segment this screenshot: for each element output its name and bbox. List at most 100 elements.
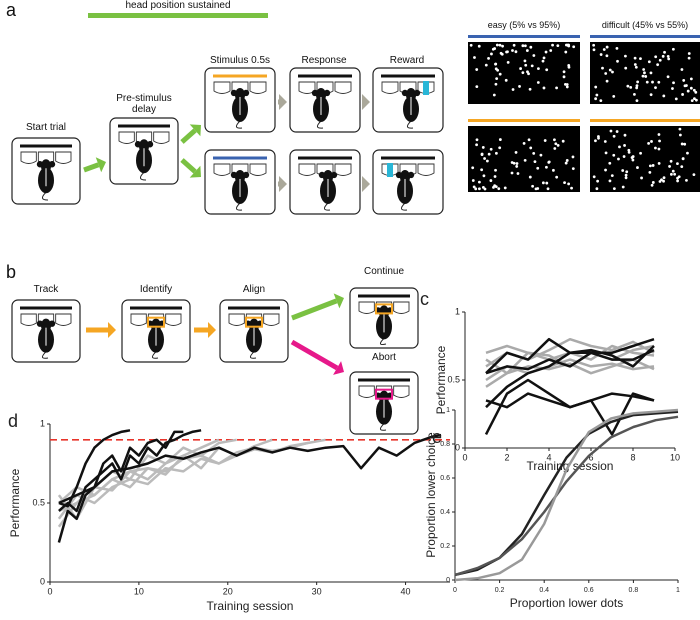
stimulus-dot <box>527 72 530 76</box>
stimulus-dot <box>471 179 475 182</box>
stimulus-dot <box>494 67 498 71</box>
flow-arrowhead <box>333 361 344 375</box>
series-line <box>58 429 131 508</box>
stimulus-dot <box>647 141 650 145</box>
stimulus-dot <box>481 185 485 189</box>
port <box>381 81 399 94</box>
mouse-ear <box>413 89 421 97</box>
stimulus-dot <box>612 153 616 157</box>
flow-arrow <box>180 128 197 144</box>
stimulus-dot <box>542 86 546 90</box>
stimulus-dot <box>657 162 661 165</box>
mouse-tail <box>152 351 159 359</box>
stimulus-dot <box>654 55 658 59</box>
stimulus-dot <box>635 86 639 90</box>
mouse-ear <box>48 161 56 168</box>
stimulus-dot <box>498 146 502 150</box>
stimulus-dot <box>510 161 514 164</box>
stimulus-dot <box>683 84 687 88</box>
stimulus-dot <box>622 155 626 158</box>
stimulus-dot <box>567 182 571 186</box>
stimulus-dot <box>480 152 484 156</box>
stimulus-dot <box>514 50 518 54</box>
port <box>249 163 267 176</box>
stimulus-dot <box>657 80 661 84</box>
mouse-head <box>139 139 149 154</box>
stimulus-dot <box>644 75 648 78</box>
stimulus-dot <box>528 87 532 91</box>
stimulus-dot <box>489 147 493 151</box>
series-line <box>485 338 655 375</box>
stimulus-dot <box>546 187 550 191</box>
stimulus-dot <box>651 164 655 167</box>
stimulus-dot <box>533 160 537 164</box>
stimulus-dot <box>686 151 689 155</box>
panel-label: a <box>6 0 17 20</box>
stimulus-dot <box>682 79 686 82</box>
mouse-tail <box>250 351 257 359</box>
stimulus-dot <box>636 166 639 169</box>
stimulus-dot <box>651 80 654 84</box>
stimulus-dot <box>671 87 674 90</box>
stimulus-bar <box>468 119 580 122</box>
stimulus-dot <box>553 138 556 142</box>
stimulus-dot <box>611 70 614 74</box>
stimulus-dot <box>596 179 600 183</box>
port <box>165 313 182 326</box>
stimulus-dot <box>521 44 525 48</box>
stimulus-dot <box>492 93 496 97</box>
stimulus-dot <box>524 63 528 67</box>
stimulus-dot <box>602 48 606 51</box>
stimulus-dot <box>497 187 501 191</box>
step-label: Abort <box>372 352 396 363</box>
mouse-ear <box>36 161 44 168</box>
stimulus-dot <box>680 165 684 169</box>
y-axis-label: Proportion lower choice <box>424 432 438 558</box>
series-line <box>454 408 679 582</box>
mouse-head <box>235 169 245 184</box>
y-tick-label: 0.8 <box>440 441 450 448</box>
stimulus-dot <box>624 173 628 177</box>
port <box>393 301 410 314</box>
mouse-tail <box>407 120 414 129</box>
stimulus-dot <box>562 70 566 74</box>
stimulus-dot <box>686 89 690 93</box>
port <box>228 313 245 326</box>
stimulus-dot <box>551 43 554 47</box>
mouse-ear <box>230 89 238 97</box>
stimulus-dot <box>562 75 566 79</box>
stimulus-dot <box>564 161 568 165</box>
stimulus-dot <box>592 175 596 179</box>
flow-arrowhead <box>333 293 344 309</box>
mouse-ear <box>36 320 44 327</box>
mouse-head <box>235 87 245 102</box>
port <box>213 163 231 176</box>
mouse-ear <box>330 171 338 179</box>
mouse-tail <box>42 191 49 201</box>
stimulus-dot <box>493 47 497 50</box>
stimulus-dot <box>528 175 532 179</box>
banner-bar <box>88 13 268 18</box>
stimulus-label: difficult (45% vs 55%) <box>601 20 689 30</box>
y-tick-label: 0 <box>40 576 45 586</box>
port <box>393 385 410 398</box>
stimulus-dot <box>597 136 600 140</box>
stimulus-dot <box>541 59 545 63</box>
stimulus-dot <box>530 64 534 68</box>
mouse-tail <box>236 120 243 129</box>
stimulus-dot <box>547 160 551 164</box>
stimulus-dot <box>594 85 598 89</box>
flow-arrow <box>291 298 338 321</box>
step-label: Align <box>242 284 266 295</box>
stimulus-dot <box>635 99 639 103</box>
stimulus-dot <box>564 50 568 54</box>
port <box>55 151 72 164</box>
x-tick-label: 30 <box>312 586 322 596</box>
stimulus-dot <box>649 71 653 75</box>
banner-text: head position sustained <box>125 0 231 11</box>
stimulus-dot <box>532 152 536 155</box>
stimulus-dot <box>498 43 502 47</box>
stimulus-dot <box>609 129 613 133</box>
stimulus-dot <box>639 151 642 155</box>
